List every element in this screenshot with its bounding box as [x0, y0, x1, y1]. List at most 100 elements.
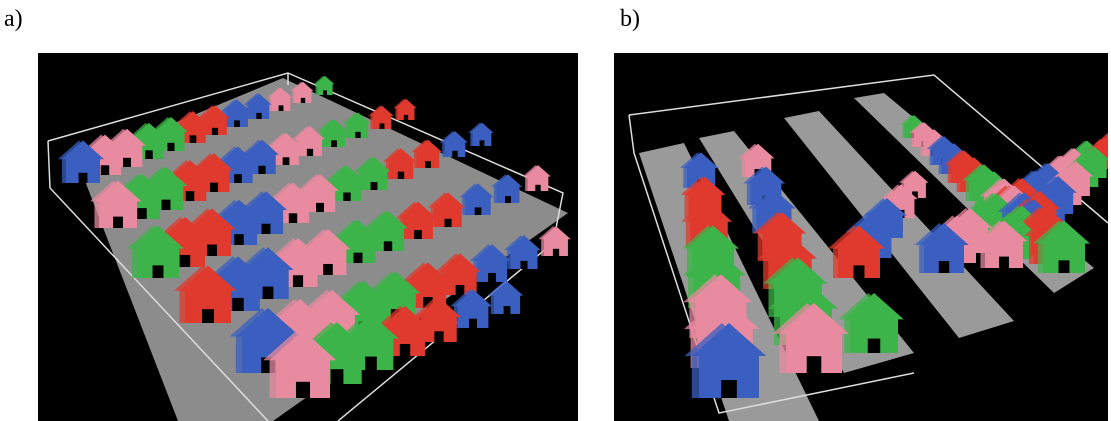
house-front [470, 122, 494, 146]
house-door [137, 208, 147, 219]
house [393, 98, 417, 120]
house-door [232, 297, 244, 311]
house [503, 235, 541, 269]
house-front [844, 293, 904, 353]
house-door [185, 191, 195, 201]
house-front [416, 297, 462, 342]
house-door [938, 261, 950, 273]
house-front [399, 201, 437, 239]
house-door [479, 140, 485, 146]
house-door [306, 148, 314, 156]
house-door [167, 142, 175, 151]
house-front [442, 131, 468, 157]
house-front [301, 174, 339, 212]
house-front [315, 75, 335, 95]
house-door [1058, 260, 1070, 273]
house-door [434, 331, 444, 342]
house-door [535, 184, 541, 191]
house-door [262, 286, 274, 299]
house [290, 81, 314, 103]
house-front [980, 220, 1028, 268]
house [469, 244, 511, 282]
house [317, 119, 348, 147]
house-front [269, 330, 337, 398]
house-front [462, 183, 494, 215]
house [914, 223, 969, 273]
house-door [316, 202, 324, 212]
house-front [405, 262, 451, 308]
house-front [270, 132, 302, 165]
house-front [269, 87, 293, 111]
house-door [397, 171, 405, 179]
house-door [113, 216, 123, 228]
house [57, 140, 105, 183]
house-door [503, 306, 511, 314]
house-door [261, 223, 271, 234]
house-door [355, 131, 361, 138]
house-door [721, 380, 737, 398]
house [827, 225, 886, 278]
house-door [399, 343, 411, 356]
house-door [370, 182, 378, 190]
house-front [413, 139, 443, 168]
house-door [343, 192, 351, 201]
house-door [282, 157, 290, 165]
house-front [244, 139, 280, 174]
house-front [1037, 220, 1091, 273]
house-door [258, 165, 266, 174]
panel-label: a) [4, 6, 23, 32]
house [838, 293, 904, 353]
house-door [234, 174, 242, 183]
house-door [152, 265, 164, 278]
house-door [999, 256, 1009, 268]
house-front [131, 225, 185, 278]
house-door [78, 172, 88, 183]
panel-label: b) [620, 6, 640, 32]
house-door [288, 213, 298, 223]
house-door [234, 120, 240, 127]
house-door [100, 165, 110, 175]
house-front [329, 165, 365, 201]
house-door [912, 191, 918, 198]
house-door [853, 265, 865, 278]
house [439, 131, 468, 157]
house-front [507, 235, 541, 269]
house-front [473, 244, 511, 282]
render-panel [38, 53, 578, 421]
house-door [330, 369, 344, 384]
house-front [919, 223, 969, 273]
house [368, 105, 394, 129]
house-front [493, 174, 523, 203]
house [243, 93, 272, 119]
house [342, 112, 371, 138]
house-front [691, 323, 767, 398]
house [292, 126, 325, 156]
house-door [552, 248, 560, 256]
house-front [453, 289, 493, 328]
house [354, 156, 391, 190]
house-door [256, 112, 262, 119]
house-front [223, 99, 251, 127]
house [1032, 220, 1091, 273]
house-door [520, 260, 528, 269]
house [395, 201, 437, 239]
house [459, 183, 494, 215]
bounding-box [628, 114, 915, 414]
house-door [179, 254, 191, 267]
house-door [505, 196, 511, 203]
house-door [207, 244, 217, 256]
house-front [246, 93, 272, 119]
house-front [336, 219, 380, 263]
house-front [368, 210, 408, 251]
house-door [295, 381, 311, 398]
house-front [200, 105, 230, 135]
house [975, 220, 1028, 268]
house [538, 226, 571, 256]
house-door [278, 105, 284, 111]
house [684, 323, 767, 398]
bounding-box [47, 140, 269, 421]
house-door [189, 135, 197, 143]
house-door [452, 150, 458, 157]
house-door [383, 241, 393, 251]
